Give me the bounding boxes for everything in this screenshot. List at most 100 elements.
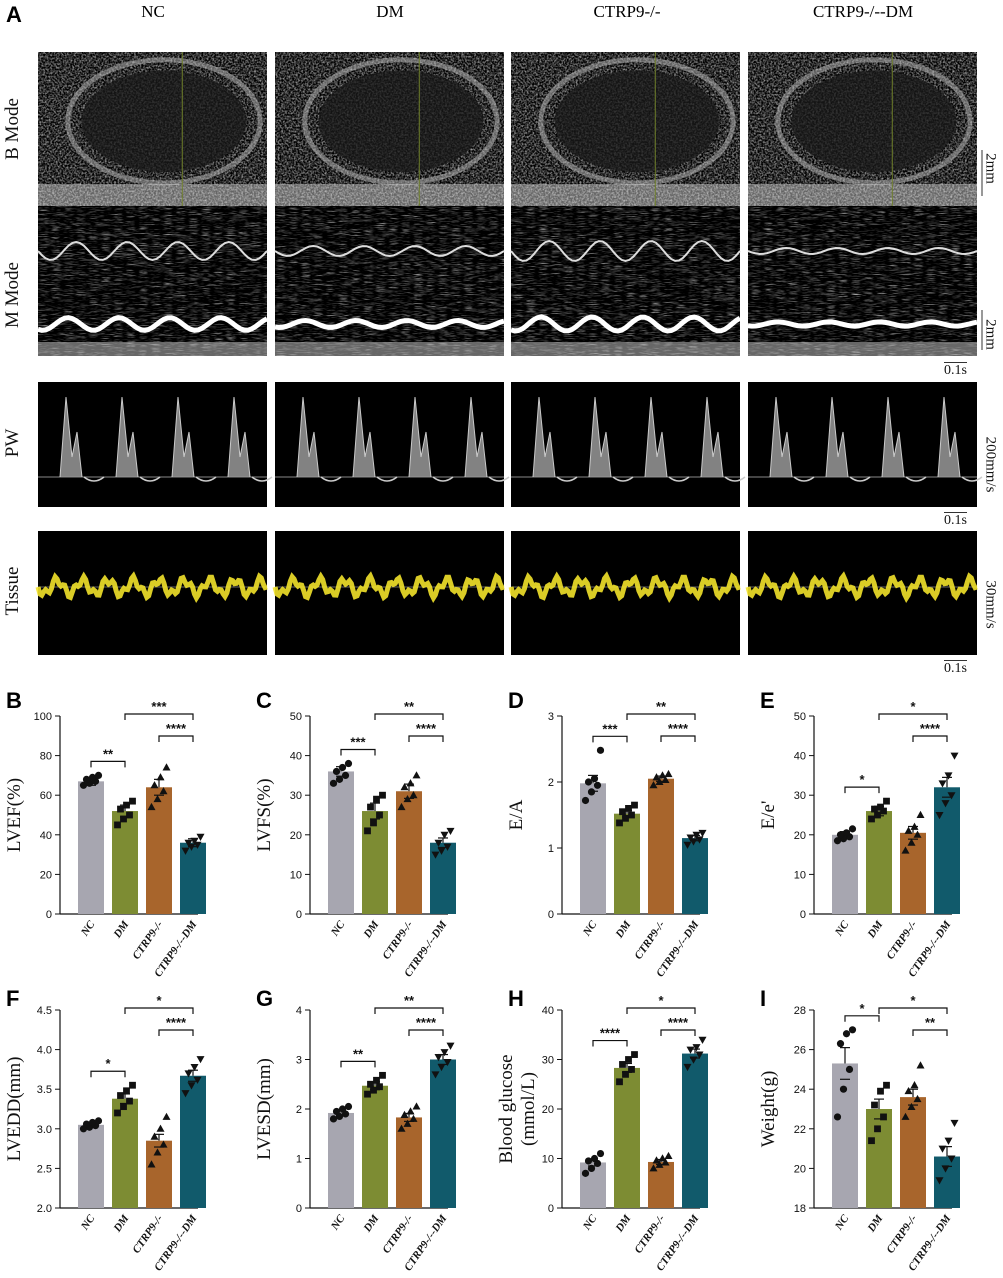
bar-ctrp9- <box>648 778 674 914</box>
bar-dm <box>362 811 388 914</box>
data-point <box>332 1107 341 1116</box>
data-point <box>159 787 168 795</box>
data-point <box>874 811 881 819</box>
x-tick-label: DM <box>361 918 382 941</box>
bar-ctrp9-dm <box>934 1156 960 1208</box>
data-point <box>443 1058 452 1067</box>
data-point <box>692 831 701 839</box>
x-tick-label: CTRP9-/- <box>632 919 667 962</box>
y-tick-label: 24 <box>794 1084 806 1096</box>
significance-label: * <box>859 1001 865 1016</box>
data-point <box>938 780 947 788</box>
ventricle-cavity <box>554 70 720 173</box>
significance-label: * <box>859 772 865 787</box>
data-point <box>655 1160 664 1168</box>
data-point <box>649 1164 658 1172</box>
data-point <box>907 838 916 846</box>
y-tick-label: 50 <box>290 711 302 723</box>
significance-label: * <box>156 993 162 1008</box>
doppler-reverse-flow <box>793 476 815 482</box>
posterior-wall-trace <box>274 317 505 331</box>
data-point <box>661 775 670 784</box>
doppler-wave <box>227 396 251 478</box>
data-point <box>910 822 919 830</box>
y-tick-label: 1 <box>296 1154 302 1166</box>
doppler-reverse-flow <box>849 476 871 482</box>
ultrasound-image-m-mode-ctrp9 <box>510 206 742 356</box>
significance-label: **** <box>416 1015 437 1030</box>
panel-letter-i: I <box>760 986 767 1011</box>
doppler-wave <box>700 396 724 478</box>
x-tick-label: CTRP9-/- <box>632 1213 667 1256</box>
ultrasound-image-b-mode-ctrp9 <box>511 52 740 206</box>
doppler-reverse-flow <box>905 476 927 482</box>
data-point <box>184 839 193 847</box>
significance-label: *** <box>151 699 167 714</box>
bar-dm <box>112 1098 138 1208</box>
data-point <box>649 781 658 789</box>
data-point <box>406 1107 415 1115</box>
data-point <box>913 830 922 838</box>
data-point <box>379 791 386 799</box>
y-tick-label: 10 <box>542 1154 554 1166</box>
significance-bracket <box>660 1029 696 1036</box>
data-point <box>584 778 593 786</box>
doppler-reverse-flow <box>195 476 217 482</box>
data-point <box>403 1119 412 1127</box>
data-point <box>836 831 845 839</box>
significance-bracket <box>592 735 628 743</box>
y-tick-label: 40 <box>542 1005 554 1017</box>
x-tick-label: DM <box>865 1212 886 1235</box>
significance-label: **** <box>668 721 689 736</box>
time-scale-tissue: 0.1s <box>944 660 967 676</box>
significance-bracket <box>158 1029 194 1036</box>
significance-bracket <box>878 713 948 720</box>
y-tick-label: 2 <box>296 1104 302 1116</box>
data-point <box>196 833 205 841</box>
bright-floor <box>275 342 504 356</box>
doppler-wave <box>881 396 905 478</box>
significance-label: **** <box>166 721 187 736</box>
data-point <box>692 1044 701 1052</box>
significance-bracket <box>158 735 194 742</box>
data-point <box>658 771 667 779</box>
data-point <box>901 1112 910 1120</box>
data-point <box>159 1140 168 1148</box>
data-point <box>379 1071 386 1079</box>
data-point <box>848 1026 857 1034</box>
data-point <box>652 773 661 781</box>
doppler-reverse-flow <box>139 476 161 482</box>
significance-label: *** <box>602 721 618 736</box>
significance-bracket <box>626 713 696 720</box>
data-point <box>883 797 890 805</box>
data-point <box>868 815 875 823</box>
bright-floor <box>38 342 267 356</box>
data-point <box>619 1061 626 1068</box>
significance-bracket <box>374 713 444 720</box>
y-tick-label: 30 <box>542 1055 554 1067</box>
y-axis-label: Weight(g) <box>758 1071 779 1148</box>
data-point <box>184 1070 193 1078</box>
data-point <box>193 841 202 849</box>
data-point <box>655 777 664 785</box>
bar-nc <box>78 1124 104 1208</box>
x-tick-label: NC <box>580 918 600 939</box>
data-point <box>344 759 353 768</box>
data-point <box>344 1102 353 1111</box>
data-point <box>916 810 925 818</box>
data-point <box>437 847 446 855</box>
tissue-doppler-trace <box>272 571 505 603</box>
data-point <box>695 1051 704 1059</box>
significance-bracket <box>844 1015 880 1022</box>
panel-letter-h: H <box>508 986 524 1011</box>
doppler-wave <box>59 396 83 478</box>
doppler-wave <box>464 396 488 478</box>
data-point <box>94 771 103 780</box>
x-tick-label: DM <box>613 1212 634 1235</box>
data-point <box>409 1114 418 1122</box>
y-tick-label: 2.0 <box>37 1203 52 1215</box>
data-point <box>120 815 127 823</box>
data-point <box>181 847 190 855</box>
data-point <box>944 772 953 780</box>
